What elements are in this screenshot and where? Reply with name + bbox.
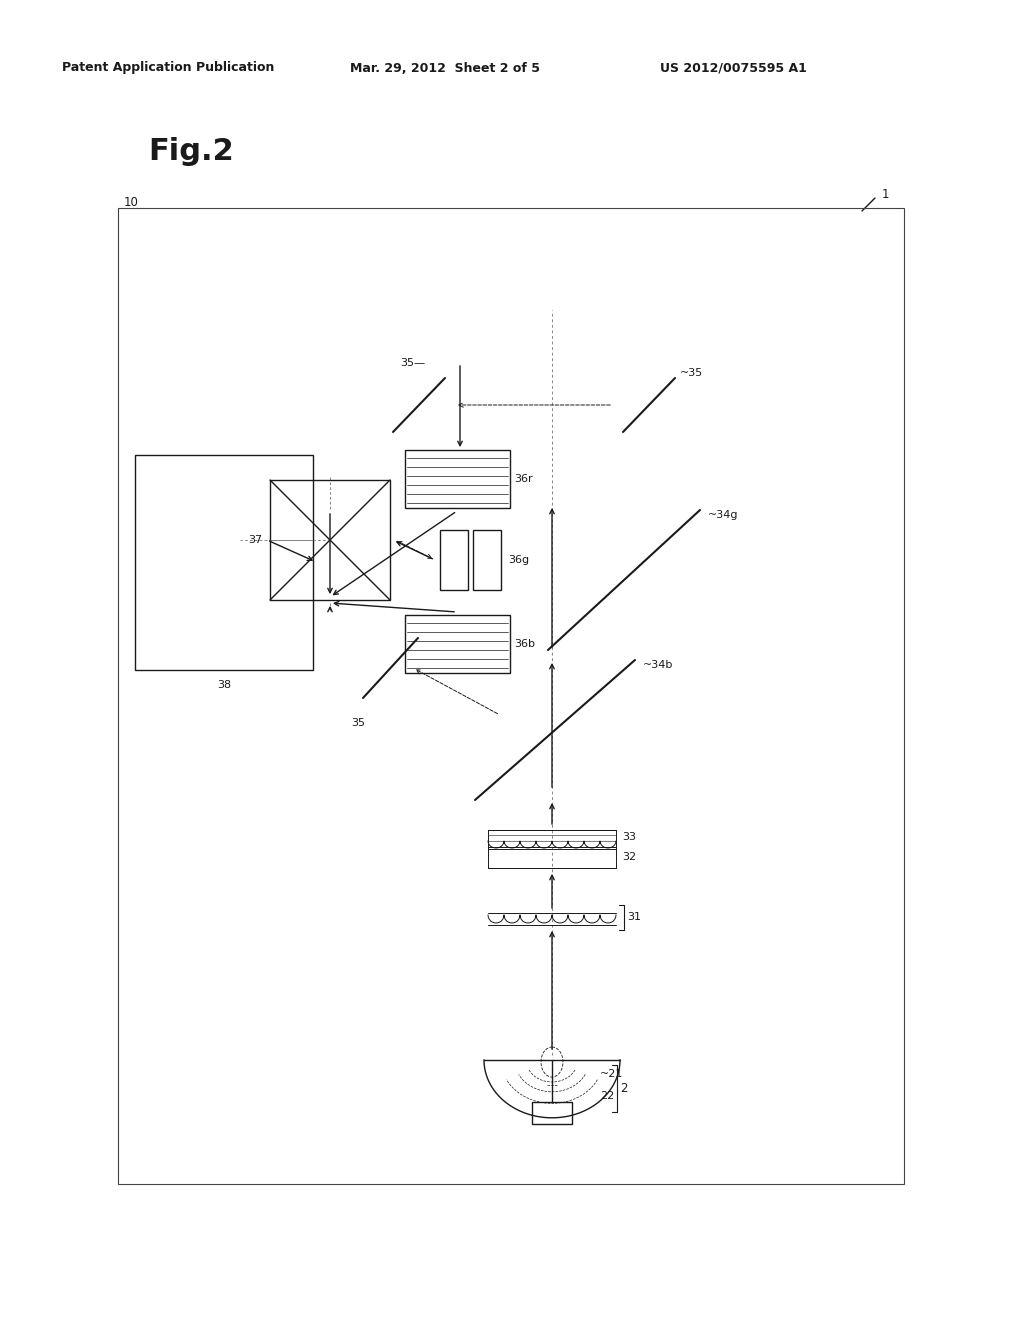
Text: 33: 33 xyxy=(622,832,636,842)
Text: 36r: 36r xyxy=(514,474,532,484)
Bar xyxy=(532,1102,572,1125)
Bar xyxy=(270,480,390,601)
Text: 32: 32 xyxy=(622,851,636,862)
Bar xyxy=(473,531,501,590)
Text: 31: 31 xyxy=(627,912,641,921)
Text: 35—: 35— xyxy=(400,358,425,368)
Text: 38: 38 xyxy=(217,680,231,690)
Text: ~34b: ~34b xyxy=(643,660,674,671)
Text: Mar. 29, 2012  Sheet 2 of 5: Mar. 29, 2012 Sheet 2 of 5 xyxy=(350,62,540,74)
Text: 35: 35 xyxy=(351,718,365,729)
Bar xyxy=(118,209,904,1184)
Text: 36b: 36b xyxy=(514,639,535,649)
Text: Fig.2: Fig.2 xyxy=(148,137,233,166)
Text: US 2012/0075595 A1: US 2012/0075595 A1 xyxy=(660,62,807,74)
Text: 1: 1 xyxy=(882,189,890,202)
Text: ~34g: ~34g xyxy=(708,510,738,520)
Text: 37: 37 xyxy=(248,535,262,545)
Text: 36g: 36g xyxy=(508,554,529,565)
Bar xyxy=(440,531,468,590)
Bar xyxy=(406,615,510,673)
Text: 2: 2 xyxy=(620,1081,628,1094)
Bar xyxy=(406,450,510,508)
Text: 10: 10 xyxy=(124,195,139,209)
Bar xyxy=(488,830,616,869)
Bar xyxy=(135,455,313,671)
Text: ~21: ~21 xyxy=(600,1069,624,1078)
Text: Patent Application Publication: Patent Application Publication xyxy=(62,62,274,74)
Text: 22: 22 xyxy=(600,1092,614,1101)
Text: ~35: ~35 xyxy=(680,368,703,378)
